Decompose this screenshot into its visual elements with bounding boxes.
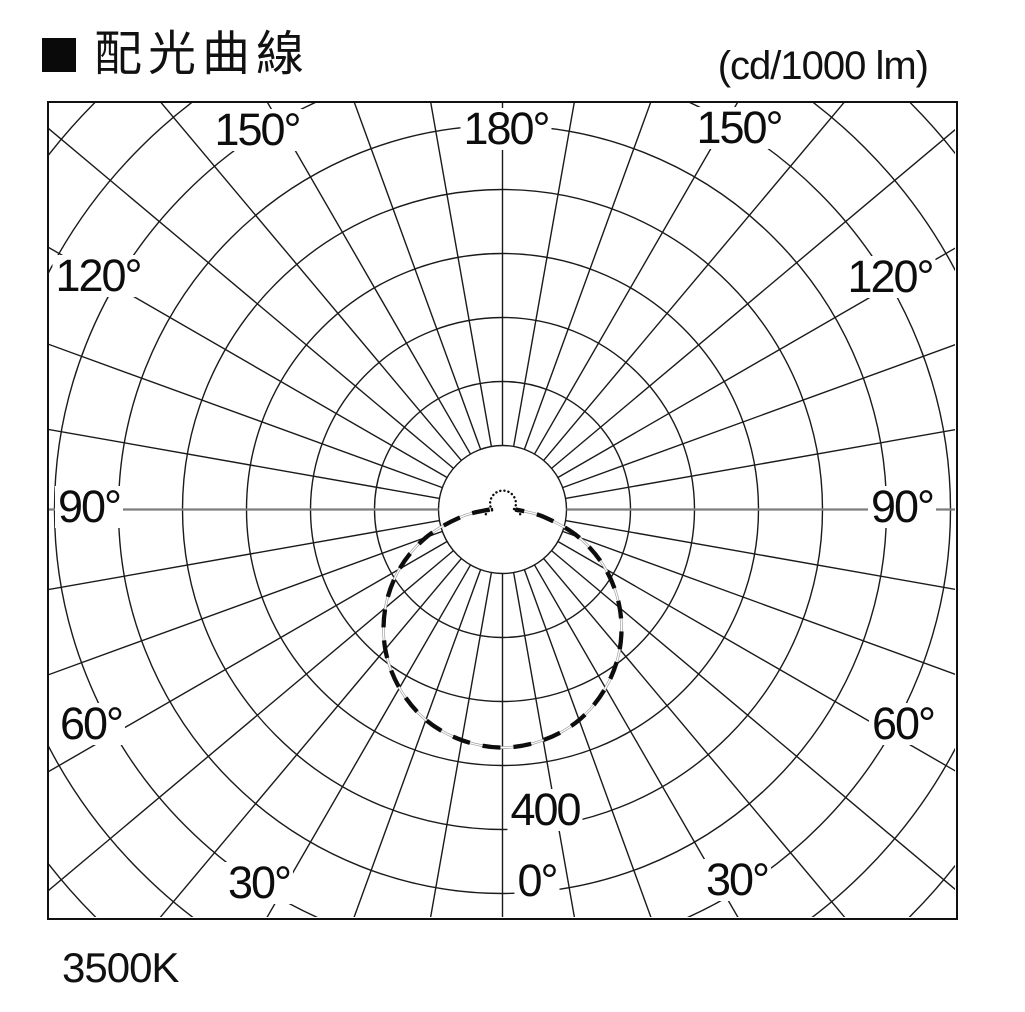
polar-grid bbox=[49, 103, 955, 917]
polar-chart-frame: 150° 180° 150° 120° 120° 90° 90° 60° 60°… bbox=[47, 101, 958, 920]
page-title-text: 配光曲線 bbox=[94, 28, 311, 81]
angle-label-60-right: 60° bbox=[868, 701, 938, 746]
angle-label-30-bottom-left: 30° bbox=[224, 860, 294, 905]
radial-value-label: 400 bbox=[507, 787, 583, 832]
angle-label-150-top-right: 150° bbox=[693, 105, 785, 150]
angle-label-180-top: 180° bbox=[460, 106, 552, 151]
angle-label-0-bottom: 0° bbox=[514, 858, 560, 903]
angle-label-60-left: 60° bbox=[56, 701, 126, 746]
angle-label-30-bottom-right: 30° bbox=[702, 857, 772, 902]
angle-label-120-right: 120° bbox=[844, 254, 936, 299]
angle-label-150-top-left: 150° bbox=[211, 107, 303, 152]
color-temperature-label: 3500K bbox=[62, 944, 179, 991]
page-title: 配光曲線 bbox=[42, 30, 310, 80]
angle-label-120-left: 120° bbox=[52, 253, 144, 298]
angle-label-90-right: 90° bbox=[867, 484, 937, 529]
section-marker-icon bbox=[42, 38, 76, 72]
unit-label: (cd/1000 lm) bbox=[717, 44, 929, 88]
angle-label-90-left: 90° bbox=[54, 484, 124, 529]
